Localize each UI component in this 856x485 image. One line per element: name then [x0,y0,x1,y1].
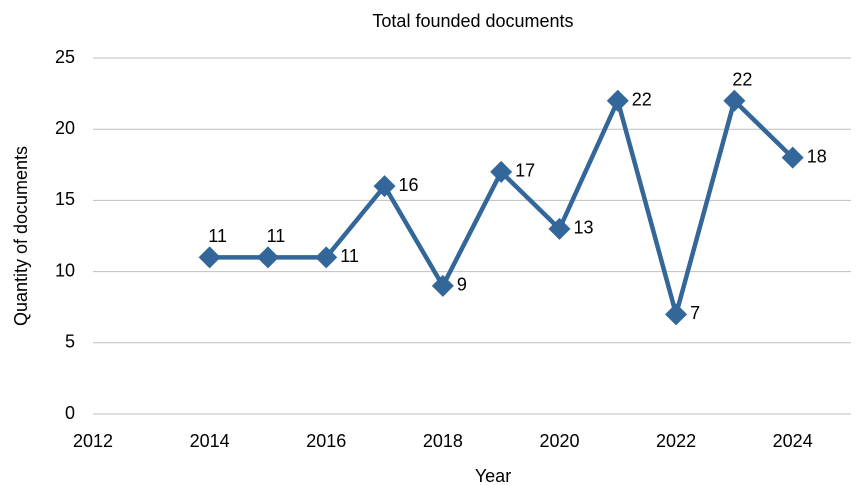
y-axis-label: Quantity of documents [11,146,31,326]
data-label: 13 [573,218,593,238]
x-tick-label: 2024 [773,431,813,451]
y-tick-label: 20 [55,118,75,138]
marker [606,89,629,112]
marker [373,175,396,198]
chart-title: Total founded documents [372,11,573,31]
marker [665,303,688,326]
marker [198,246,221,269]
x-axis-label: Year [475,466,511,485]
x-tick-label: 2014 [190,431,230,451]
data-label: 17 [515,161,535,181]
data-label: 11 [208,226,227,246]
data-label: 22 [632,89,652,109]
x-tick-label: 2016 [306,431,346,451]
x-tick-label: 2020 [539,431,579,451]
y-tick-label: 15 [55,189,75,209]
x-tick-label: 2022 [656,431,696,451]
x-tick-label: 2012 [73,431,113,451]
y-tick-label: 25 [55,47,75,67]
y-tick-label: 5 [65,332,75,352]
data-label: 11 [267,226,286,246]
data-label: 11 [340,246,359,266]
x-tick-label: 2018 [423,431,463,451]
marker [781,146,804,169]
data-label: 22 [732,69,752,89]
data-label: 9 [457,275,467,295]
data-label: 18 [807,146,827,166]
data-label: 7 [690,303,700,323]
marker [256,246,279,269]
y-tick-label: 0 [65,403,75,423]
marker [548,217,571,240]
data-label: 16 [399,175,419,195]
marker [490,160,513,183]
marker [315,246,338,269]
marker [431,274,454,297]
data-line [209,98,795,317]
y-tick-label: 10 [55,260,75,280]
marker [723,89,746,112]
